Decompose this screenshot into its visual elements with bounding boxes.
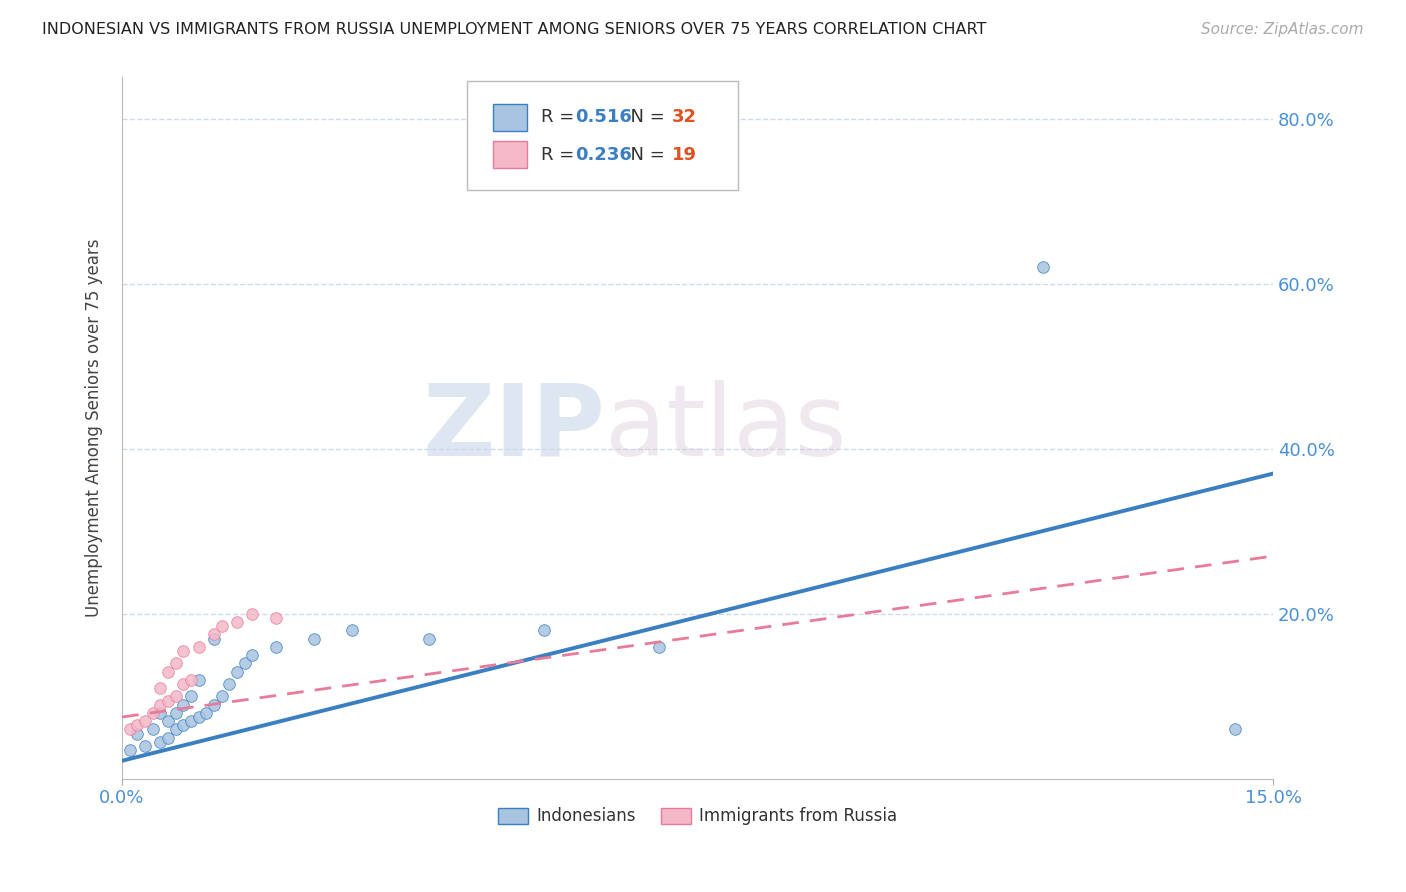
- Point: [342, 624, 364, 638]
- Point: [195, 706, 218, 720]
- Point: [149, 706, 172, 720]
- Point: [187, 673, 209, 687]
- Point: [157, 665, 180, 679]
- Y-axis label: Unemployment Among Seniors over 75 years: Unemployment Among Seniors over 75 years: [86, 239, 103, 617]
- Point: [118, 723, 141, 737]
- Point: [142, 723, 165, 737]
- Point: [149, 735, 172, 749]
- Text: ZIP: ZIP: [423, 380, 606, 476]
- Point: [202, 627, 225, 641]
- Point: [226, 665, 249, 679]
- Point: [187, 640, 209, 654]
- Point: [226, 615, 249, 629]
- Text: 0.516: 0.516: [575, 109, 633, 127]
- Point: [218, 677, 240, 691]
- Point: [242, 607, 264, 621]
- Point: [165, 706, 187, 720]
- Text: R =: R =: [541, 145, 581, 163]
- FancyBboxPatch shape: [492, 141, 527, 168]
- Point: [180, 714, 202, 728]
- Point: [172, 644, 194, 658]
- Point: [418, 632, 440, 646]
- Point: [172, 677, 194, 691]
- Point: [157, 714, 180, 728]
- Point: [134, 714, 156, 728]
- Point: [127, 726, 149, 740]
- Point: [1223, 723, 1246, 737]
- Text: atlas: atlas: [606, 380, 846, 476]
- FancyBboxPatch shape: [492, 104, 527, 131]
- Point: [149, 698, 172, 712]
- Point: [172, 718, 194, 732]
- Point: [180, 690, 202, 704]
- Point: [172, 698, 194, 712]
- Text: 32: 32: [672, 109, 697, 127]
- Point: [157, 693, 180, 707]
- Point: [165, 690, 187, 704]
- Text: 19: 19: [672, 145, 697, 163]
- Text: R =: R =: [541, 109, 581, 127]
- Text: INDONESIAN VS IMMIGRANTS FROM RUSSIA UNEMPLOYMENT AMONG SENIORS OVER 75 YEARS CO: INDONESIAN VS IMMIGRANTS FROM RUSSIA UNE…: [42, 22, 987, 37]
- Text: N =: N =: [619, 109, 671, 127]
- Point: [149, 681, 172, 695]
- Point: [264, 640, 287, 654]
- Point: [533, 624, 555, 638]
- Point: [211, 690, 233, 704]
- Text: 0.236: 0.236: [575, 145, 633, 163]
- Text: N =: N =: [619, 145, 671, 163]
- Legend: Indonesians, Immigrants from Russia: Indonesians, Immigrants from Russia: [489, 799, 905, 834]
- Point: [264, 611, 287, 625]
- Point: [202, 698, 225, 712]
- Point: [202, 632, 225, 646]
- Point: [118, 743, 141, 757]
- Point: [233, 657, 256, 671]
- FancyBboxPatch shape: [467, 81, 738, 190]
- Point: [648, 640, 671, 654]
- Text: Source: ZipAtlas.com: Source: ZipAtlas.com: [1201, 22, 1364, 37]
- Point: [211, 619, 233, 633]
- Point: [142, 706, 165, 720]
- Point: [187, 710, 209, 724]
- Point: [180, 673, 202, 687]
- Point: [134, 739, 156, 753]
- Point: [242, 648, 264, 662]
- Point: [302, 632, 325, 646]
- Point: [165, 657, 187, 671]
- Point: [1032, 260, 1054, 275]
- Point: [165, 723, 187, 737]
- Point: [157, 731, 180, 745]
- Point: [127, 718, 149, 732]
